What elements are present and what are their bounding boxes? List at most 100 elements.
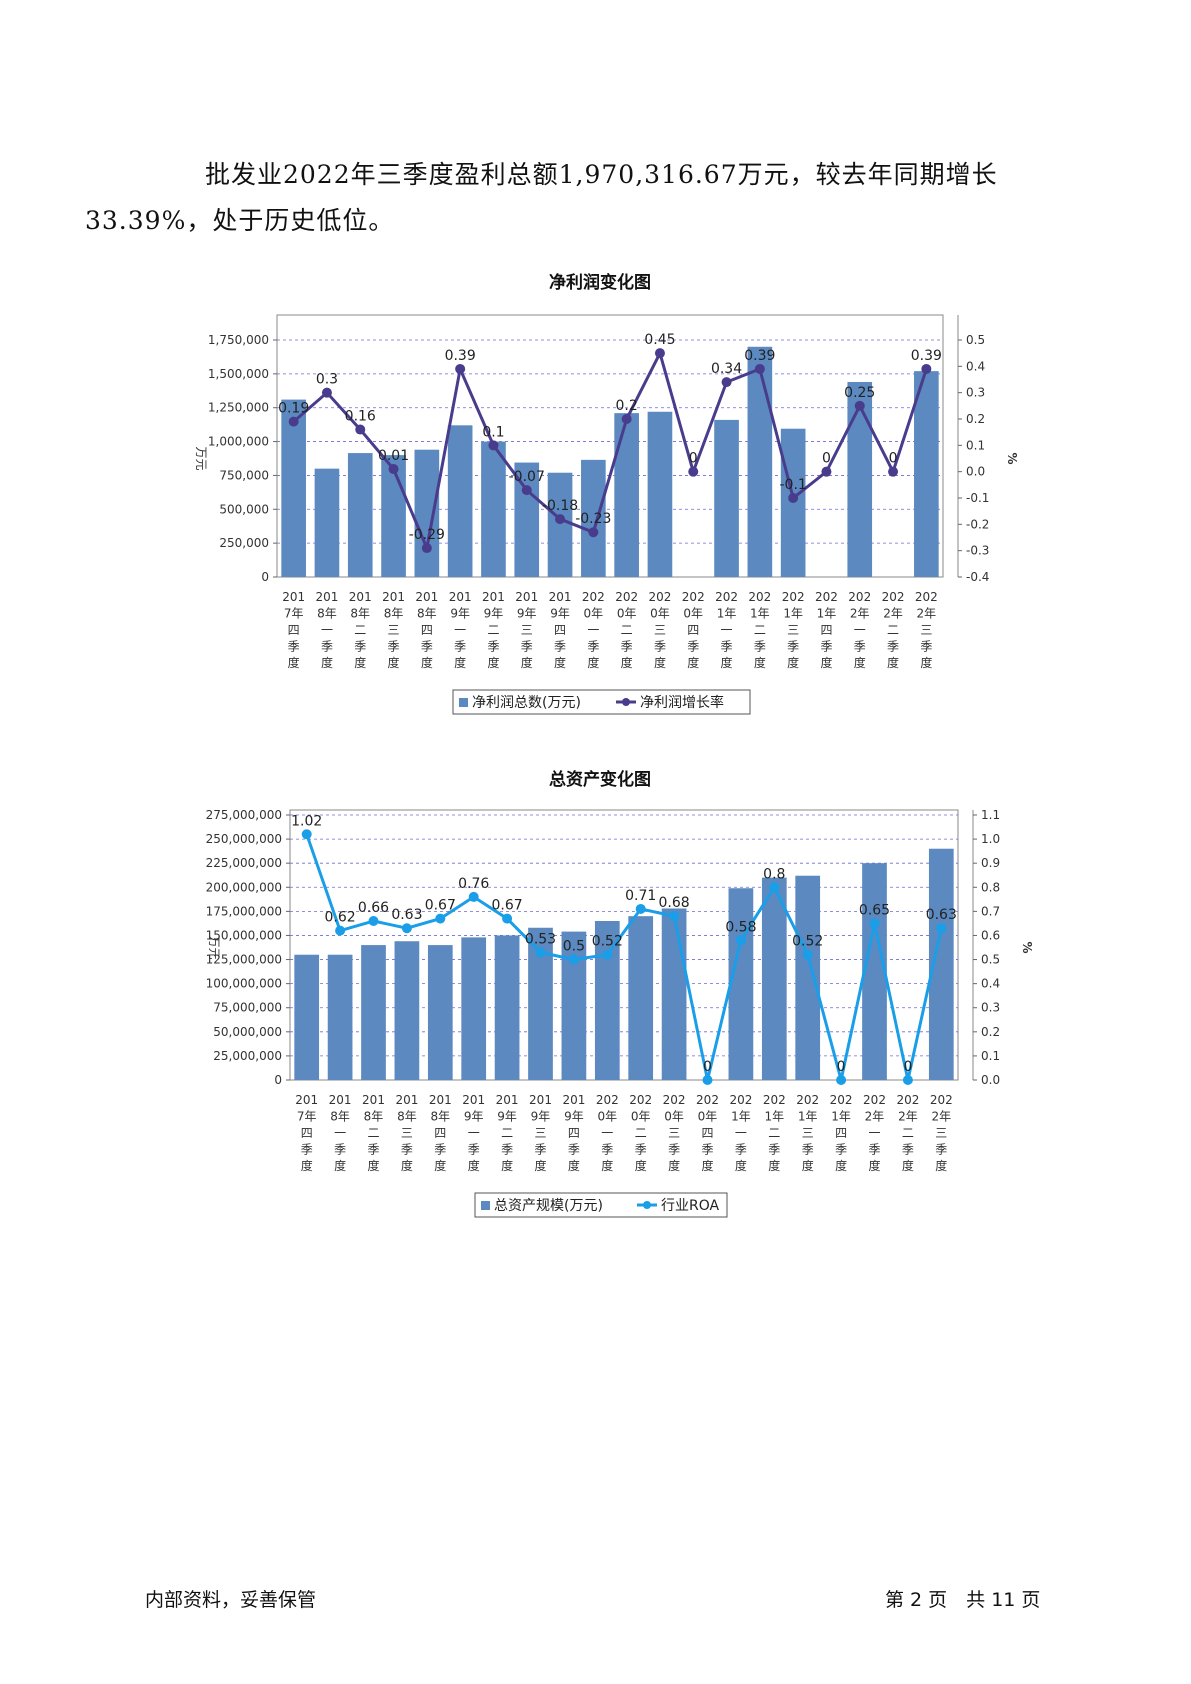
- line-point: [769, 882, 780, 893]
- data-label: 0.16: [345, 409, 376, 425]
- footer-left-note: 内部资料，妥善保管: [145, 1589, 317, 1611]
- line-point: [388, 464, 399, 475]
- legend-box: [474, 1192, 728, 1218]
- line-point: [902, 1075, 913, 1085]
- line-point: [721, 377, 732, 388]
- x-tick-label: 202 1年四季度: [815, 590, 838, 670]
- bar: [481, 441, 506, 577]
- bar: [494, 935, 520, 1080]
- line-point: [869, 918, 880, 929]
- x-tick-label: 201 9年四季度: [562, 1093, 585, 1173]
- data-label: 0: [903, 1059, 912, 1075]
- y2-tick-label: 0.3: [966, 386, 985, 400]
- legend-bar-swatch: [459, 698, 468, 707]
- data-label: 0.25: [844, 385, 875, 401]
- bar: [327, 954, 353, 1080]
- bar: [514, 462, 540, 577]
- line-point: [368, 916, 379, 926]
- bar: [447, 425, 473, 577]
- bar: [594, 921, 620, 1080]
- bar: [361, 945, 386, 1080]
- bar: [728, 888, 754, 1080]
- line-point: [654, 348, 665, 359]
- data-label: 0.1: [482, 424, 504, 440]
- data-label: 0.45: [644, 332, 675, 348]
- x-tick-label: 202 2年二季度: [896, 1093, 919, 1173]
- data-label: -0.1: [779, 477, 806, 493]
- y-tick-label: 250,000,000: [206, 832, 282, 846]
- y-axis-title: 万元: [207, 935, 221, 959]
- series-line: [292, 349, 928, 554]
- x-tick-label: 202 1年一季度: [729, 1093, 752, 1173]
- y2-tick-label: 0.0: [981, 1073, 1000, 1087]
- bar: [461, 937, 487, 1080]
- y2-tick-label: 0.2: [966, 412, 985, 426]
- data-label: 0.39: [911, 348, 942, 364]
- line-point: [335, 925, 346, 936]
- bar: [795, 875, 821, 1080]
- data-label: -0.29: [409, 527, 445, 543]
- y2-axis-title: %: [1020, 941, 1034, 953]
- line-point: [821, 466, 832, 477]
- line-point: [521, 485, 532, 496]
- data-label: 0.39: [744, 348, 775, 364]
- y-tick-label: 150,000,000: [206, 928, 282, 942]
- series-line: [305, 833, 943, 1081]
- data-label: -0.23: [575, 511, 611, 527]
- x-tick-label: 202 2年二季度: [882, 590, 905, 670]
- line-point: [788, 493, 799, 503]
- data-label: 0.34: [711, 361, 742, 377]
- line-point: [754, 363, 765, 374]
- footer-page-number: 第 2 页 共 11 页: [885, 1589, 1041, 1611]
- bar: [628, 916, 654, 1080]
- y2-tick-label: 0.0: [966, 465, 985, 479]
- summary-line-2: 33.39%，处于历史低位。: [85, 206, 395, 235]
- summary-line-1: 批发业2022年三季度盈利总额1,970,316.67万元，较去年同期增长: [205, 160, 998, 189]
- line-point: [301, 829, 312, 840]
- total-assets-chart-title: 总资产变化图: [549, 770, 651, 790]
- bar: [761, 877, 787, 1080]
- x-tick-label: 202 0年一季度: [582, 590, 605, 670]
- legend-line-label: 行业ROA: [661, 1198, 720, 1214]
- bar: [714, 419, 739, 577]
- x-tick-label: 201 8年四季度: [415, 590, 438, 670]
- y2-tick-label: -0.4: [966, 570, 989, 584]
- line-point: [688, 466, 699, 477]
- bar: [614, 413, 639, 577]
- line-point: [854, 400, 865, 411]
- data-label: 0.66: [358, 900, 389, 916]
- bar: [414, 449, 440, 577]
- data-label: 0.63: [926, 907, 957, 923]
- data-label: 0.71: [625, 888, 656, 904]
- data-label: 0.62: [325, 910, 356, 926]
- x-tick-label: 201 7年四季度: [295, 1093, 318, 1173]
- bar: [647, 411, 673, 577]
- line-point: [836, 1075, 847, 1085]
- line-point: [321, 387, 332, 398]
- y2-tick-label: 0.4: [981, 977, 1000, 991]
- plot-frame: [276, 314, 944, 578]
- data-label: 0.68: [659, 895, 690, 911]
- y2-tick-label: 0.2: [981, 1025, 1000, 1039]
- line-point: [888, 466, 899, 477]
- y-tick-label: 250,000: [219, 536, 269, 550]
- data-label: 0.58: [725, 919, 756, 935]
- net-profit-chart: 0 250,000 500,000 750,000 1,000,000 1,250,000…: [194, 314, 1019, 715]
- line-point: [568, 954, 579, 965]
- y2-tick-label: 0.3: [981, 1001, 1000, 1015]
- data-label: 0.39: [445, 348, 476, 364]
- x-tick-label: 202 2年三季度: [930, 1093, 953, 1173]
- line-point: [401, 923, 412, 934]
- y2-tick-label: -0.3: [966, 544, 989, 558]
- y2-tick-label: -0.2: [966, 517, 989, 531]
- y2-tick-label: 1.0: [981, 832, 1000, 846]
- y-tick-label: 1,250,000: [208, 401, 269, 415]
- bar: [581, 459, 606, 577]
- data-label: 0.63: [391, 907, 422, 923]
- y2-tick-label: 0.1: [966, 438, 985, 452]
- line-point: [635, 903, 646, 914]
- y-axis-title: 万元: [194, 446, 208, 470]
- data-label: 0.53: [525, 931, 556, 947]
- line-point: [488, 440, 499, 451]
- data-label: 0: [889, 451, 898, 467]
